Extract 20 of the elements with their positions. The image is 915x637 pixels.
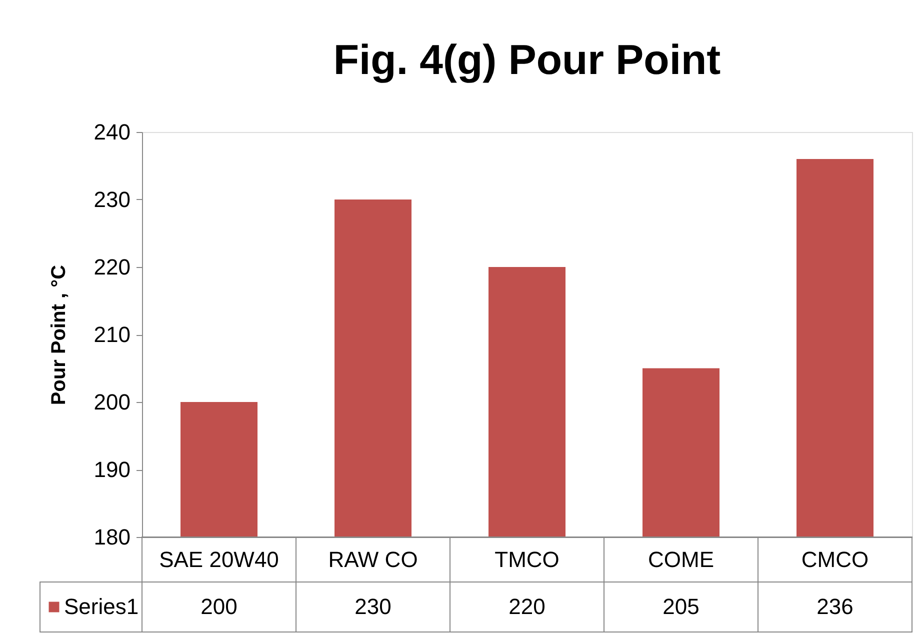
data-label: 220	[508, 594, 546, 619]
data-label: 200	[200, 594, 238, 619]
legend-label: Series1	[64, 594, 139, 619]
x-tick-label: COME	[648, 547, 714, 572]
y-tick-label: 210	[94, 322, 130, 347]
x-tick-label: CMCO	[801, 547, 869, 572]
data-label: 205	[662, 594, 700, 619]
x-tick-label: SAE 20W40	[159, 547, 279, 572]
y-tick-label: 200	[94, 390, 130, 414]
x-tick-label: RAW CO	[328, 547, 418, 572]
data-label: 230	[354, 594, 392, 619]
y-tick-label: 220	[94, 254, 130, 280]
x-tick-label: TMCO	[494, 547, 560, 572]
y-tick-label: 230	[94, 187, 130, 212]
data-label: 236	[816, 594, 854, 619]
y-axis-title: Pour Point , °C	[48, 264, 70, 406]
chart-title: Fig. 4(g) Pour Point	[333, 36, 721, 83]
y-tick-label: 190	[94, 457, 130, 482]
y-tick-label: 240	[94, 120, 130, 144]
y-tick-label: 180	[94, 524, 130, 550]
